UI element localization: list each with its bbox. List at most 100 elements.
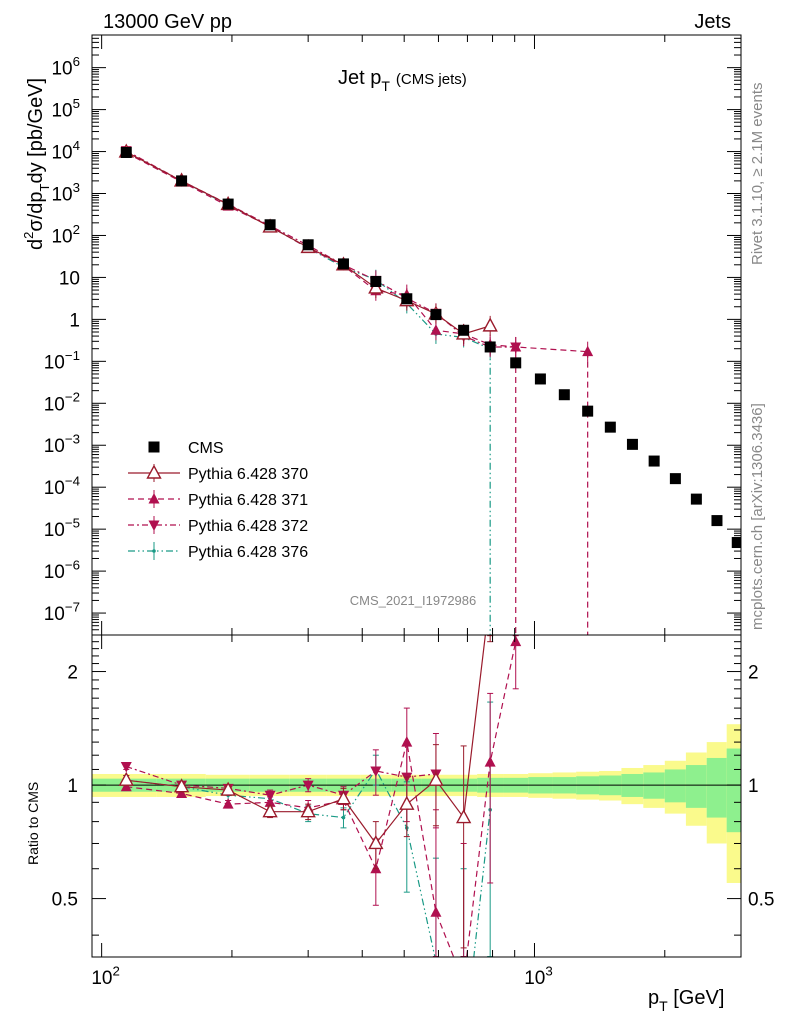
x-axis-title: pT [GeV]	[648, 987, 724, 1014]
cms-data-point	[430, 309, 442, 321]
plot-title: Jet pT (CMS jets)	[338, 67, 467, 94]
p371-ratio-point	[222, 798, 234, 809]
cms-data-point	[510, 357, 522, 369]
x-tick-label: 103	[524, 963, 553, 989]
main-y-tick-label: 104	[51, 138, 80, 164]
p371-ratio-point	[401, 736, 413, 747]
p371-main-point	[582, 345, 594, 357]
legend-item-p376: Pythia 6.428 376	[128, 542, 308, 561]
cms-data-point	[648, 455, 660, 467]
legend-marker	[152, 549, 156, 553]
p376-ratio-point	[434, 960, 438, 964]
p371-main-line	[125, 152, 588, 353]
main-panel-series	[118, 143, 741, 635]
p370-ratio-point	[118, 771, 134, 786]
main-y-tick-label: 105	[51, 96, 80, 122]
p370-main-point	[482, 317, 498, 332]
p370-ratio-point	[262, 803, 278, 818]
legend-label: Pythia 6.428 371	[188, 492, 308, 509]
ratio-panel-frame	[91, 634, 742, 958]
cms-data-point	[264, 219, 276, 231]
cms-data-point	[604, 421, 616, 433]
main-y-tick-label: 10−6	[44, 558, 80, 584]
main-y-tick-label: 10−3	[44, 432, 80, 458]
mcplots-source-label: mcplots.cern.ch [arXiv:1306.3436]	[749, 403, 766, 630]
cms-data-point	[337, 258, 349, 270]
p371-ratio-point	[176, 787, 188, 798]
p371-main-point	[510, 340, 522, 352]
cms-data-point	[558, 389, 570, 401]
p371-ratio-point	[458, 976, 469, 987]
axis-ticks	[92, 34, 742, 957]
main-y-tick-label: 1	[69, 310, 80, 331]
band-inner-bin	[685, 765, 707, 808]
cms-data-point	[120, 146, 132, 158]
legend-item-cms: CMS	[148, 440, 224, 457]
legend-label: Pythia 6.428 372	[188, 518, 308, 535]
band-inner-bin	[643, 772, 665, 799]
y-axis-title: d2σ/dpTdy [pb/GeV]	[21, 78, 52, 250]
band-inner-bin	[726, 748, 741, 833]
ratio-y-tick-label-right: 0.5	[748, 890, 774, 911]
legend-label: Pythia 6.428 370	[188, 466, 308, 483]
ratio-y-tick-label-right: 1	[748, 776, 759, 797]
legend-marker	[148, 493, 160, 504]
legend-marker	[146, 464, 162, 479]
x-tick-label: 102	[91, 963, 120, 989]
ratio-axis-title: Ratio to CMS	[25, 782, 41, 865]
main-y-tick-label: 102	[51, 222, 80, 248]
legend-label: Pythia 6.428 376	[188, 544, 308, 561]
legend: CMS Pythia 6.428 370 Pythia 6.428 371 Pythi…	[128, 440, 308, 561]
rivet-version-label: Rivet 3.1.10, ≥ 2.1M events	[749, 83, 766, 266]
cms-data-point	[534, 373, 546, 385]
p370-ratio-point	[368, 835, 384, 850]
legend-item-p372: Pythia 6.428 372	[128, 516, 308, 535]
main-y-tick-label: 10−4	[44, 474, 80, 500]
ratio-y-tick-label: 1	[67, 776, 78, 797]
p371-ratio-line	[126, 641, 517, 957]
p376-ratio-line	[126, 768, 491, 957]
cms-data-point	[401, 293, 413, 305]
p372-ratio-point	[302, 780, 314, 792]
reference-uncertainty-band	[92, 724, 741, 883]
category-label: Jets	[694, 11, 731, 33]
cms-data-point	[370, 275, 382, 287]
axis-tick-labels: 10610510410310210110−110−210−310−410−510…	[44, 54, 775, 989]
p372-ratio-point	[264, 790, 276, 802]
p372-ratio-point	[370, 766, 382, 777]
main-y-tick-label: 10−2	[44, 390, 80, 416]
ratio-y-tick-label: 2	[67, 663, 78, 684]
band-inner-bin	[664, 769, 686, 803]
main-y-tick-label: 103	[51, 180, 80, 206]
ratio-y-tick-label-right: 2	[748, 663, 759, 684]
plot-title-paren: (CMS jets)	[396, 71, 467, 88]
cms-data-point	[176, 175, 188, 187]
energy-label: 13000 GeV pp	[103, 11, 232, 33]
p371-main-point	[430, 324, 442, 335]
main-y-tick-label: 10−5	[44, 516, 80, 542]
plot-title-main: Jet p	[338, 67, 381, 89]
cms-data-point	[626, 438, 638, 450]
p370-ratio-point	[173, 778, 190, 793]
ratio-panel-series	[118, 635, 522, 987]
p371-ratio-point	[510, 635, 522, 647]
main-y-tick-label: 10−7	[44, 600, 80, 626]
p370-ratio-point	[335, 790, 352, 805]
cms-data-point	[222, 198, 234, 210]
p370-ratio-point	[399, 795, 415, 810]
p370-ratio-point	[455, 809, 472, 824]
band-inner-bin	[706, 757, 727, 818]
p370-ratio-point	[220, 781, 236, 796]
legend-item-p370: Pythia 6.428 370	[128, 464, 308, 483]
cms-data-point	[711, 515, 723, 527]
main-y-tick-label: 10	[59, 268, 80, 289]
cms-data-point	[669, 473, 681, 485]
legend-item-p371: Pythia 6.428 371	[128, 490, 308, 509]
p370-ratio-point	[428, 771, 444, 786]
cms-data-point	[690, 493, 702, 505]
main-y-tick-label: 10−1	[44, 348, 80, 374]
plot-title-sub: T	[381, 78, 390, 94]
analysis-watermark: CMS_2021_I1972986	[350, 593, 477, 608]
p370-ratio-point	[300, 803, 316, 818]
